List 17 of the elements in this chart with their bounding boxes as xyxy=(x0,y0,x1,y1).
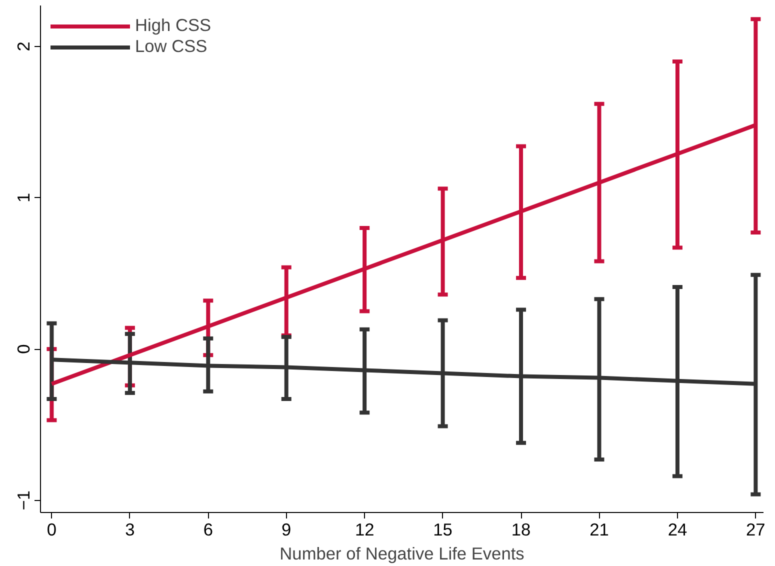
x-tick-label: 21 xyxy=(590,520,609,540)
y-tick-label: −1 xyxy=(14,490,34,510)
x-tick-label: 18 xyxy=(511,520,531,540)
x-axis-title: Number of Negative Life Events xyxy=(280,544,525,564)
x-tick-label: 12 xyxy=(354,520,374,540)
y-tick-label: 1 xyxy=(14,192,34,203)
x-tick-label: 6 xyxy=(203,520,213,540)
x-tick-label: 24 xyxy=(668,520,688,540)
y-tick-label: 0 xyxy=(14,344,34,354)
x-tick-label: 27 xyxy=(746,520,766,540)
x-tick-label: 9 xyxy=(282,520,292,540)
x-tick-label: 3 xyxy=(125,520,135,540)
y-tick-label: 2 xyxy=(14,42,34,52)
legend-label: High CSS xyxy=(135,15,212,36)
x-tick-label: 0 xyxy=(46,520,57,540)
x-tick-label: 15 xyxy=(433,520,452,540)
legend-label: Low CSS xyxy=(135,36,208,57)
